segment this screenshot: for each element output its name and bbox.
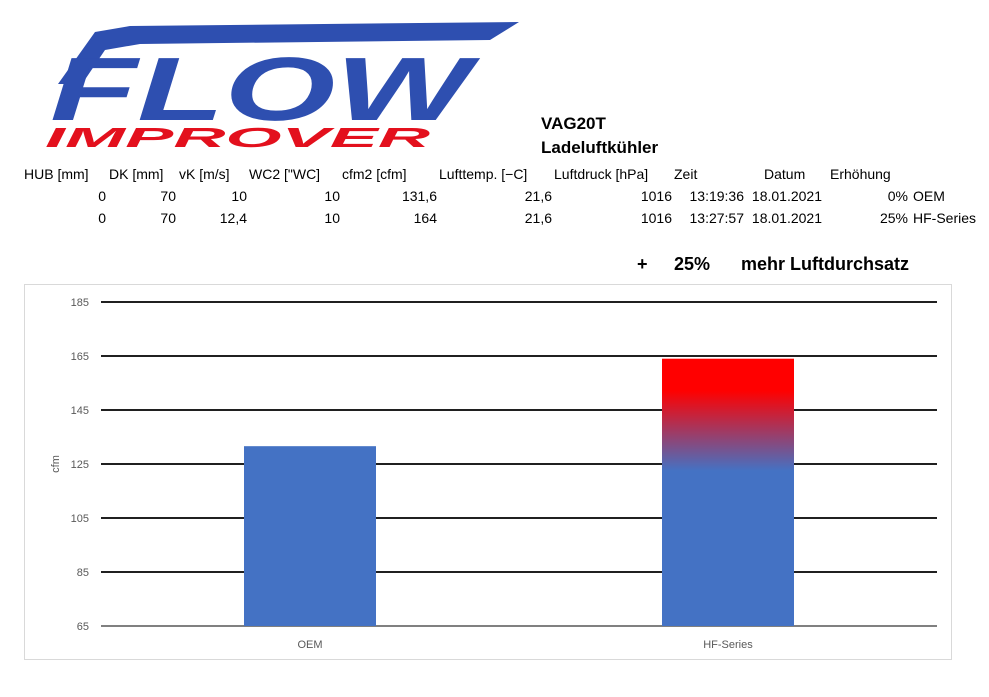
table-cell: 25%	[879, 210, 908, 226]
table-header: DK [mm]	[109, 166, 164, 182]
table-header: Zeit	[674, 166, 698, 182]
y-tick-label: 185	[71, 297, 89, 309]
table-cell: 18.01.2021	[751, 210, 822, 226]
table-cell: 0%	[887, 188, 908, 204]
x-tick-label: HF-Series	[703, 639, 753, 651]
table-cell: 131,6	[401, 188, 437, 204]
page-subtitle: Ladeluftkühler	[541, 138, 659, 157]
table-cell: 164	[413, 210, 437, 226]
chart-area: 65 85 105 125 145 165 185 OEM HF-Series cfm	[24, 284, 952, 660]
table-cell: 10	[324, 188, 340, 204]
table-header: cfm2 [cfm]	[342, 166, 407, 182]
y-tick-label: 105	[71, 513, 89, 525]
table-cell: 1016	[640, 210, 672, 226]
note-text: mehr Luftdurchsatz	[741, 254, 910, 274]
flow-improver-logo: FLOW IMPROVER	[45, 22, 519, 153]
logo-flow-text: FLOW	[50, 40, 481, 140]
table-cell: 21,6	[524, 188, 552, 204]
table-header: Erhöhung	[830, 166, 891, 182]
table-header: HUB [mm]	[24, 166, 89, 182]
y-axis-label: cfm	[50, 455, 62, 473]
table-header: Datum	[764, 166, 806, 182]
logo-swoosh	[58, 22, 519, 84]
table-cell: 21,6	[524, 210, 552, 226]
logo-improver-text: IMPROVER	[45, 122, 432, 153]
table-cell: 13:19:36	[689, 188, 745, 204]
table-cell: 18.01.2021	[751, 188, 822, 204]
table-header-row: HUB [mm] DK [mm] vK [m/s] WC2 ["WC] cfm2…	[24, 163, 988, 185]
table-header: Lufttemp. [−C]	[439, 166, 528, 182]
table-cell: 0	[98, 210, 106, 226]
table-cell: OEM	[913, 188, 945, 204]
table-cell: 1016	[640, 188, 672, 204]
table-cell: 13:27:57	[689, 210, 745, 226]
table-header: vK [m/s]	[179, 166, 230, 182]
bar-oem	[244, 446, 376, 626]
table-cell: 70	[160, 210, 176, 226]
y-tick-label: 165	[71, 351, 89, 363]
table-header	[908, 163, 988, 185]
x-tick-label: OEM	[297, 639, 322, 651]
table-cell: 70	[160, 188, 176, 204]
y-tick-label: 125	[71, 459, 89, 471]
table-row: 0 70 10 10 131,6 21,6 1016 13:19:36 18.0…	[24, 185, 988, 207]
table-cell: 12,4	[219, 210, 247, 226]
table-row: 0 70 12,4 10 164 21,6 1016 13:27:57 18.0…	[24, 207, 988, 229]
table-cell: 0	[98, 188, 106, 204]
table-cell: 10	[231, 188, 247, 204]
y-tick-label: 145	[71, 405, 89, 417]
note-plus: +	[637, 254, 648, 274]
increase-note: + 25% mehr Luftdurchsatz	[637, 254, 909, 275]
table-cell: 10	[324, 210, 340, 226]
table-header: Luftdruck [hPa]	[554, 166, 649, 182]
bar-chart: 65 85 105 125 145 165 185 OEM HF-Series cfm	[50, 297, 937, 651]
page-title: VAG20T	[541, 114, 606, 133]
table-header: WC2 ["WC]	[249, 166, 321, 182]
y-tick-label: 85	[77, 567, 89, 579]
bar-hf-series	[662, 358, 794, 626]
table-cell: HF-Series	[913, 210, 977, 226]
note-percent: 25%	[674, 254, 711, 274]
y-tick-label: 65	[77, 621, 89, 633]
measurement-table: HUB [mm] DK [mm] vK [m/s] WC2 ["WC] cfm2…	[24, 163, 988, 229]
